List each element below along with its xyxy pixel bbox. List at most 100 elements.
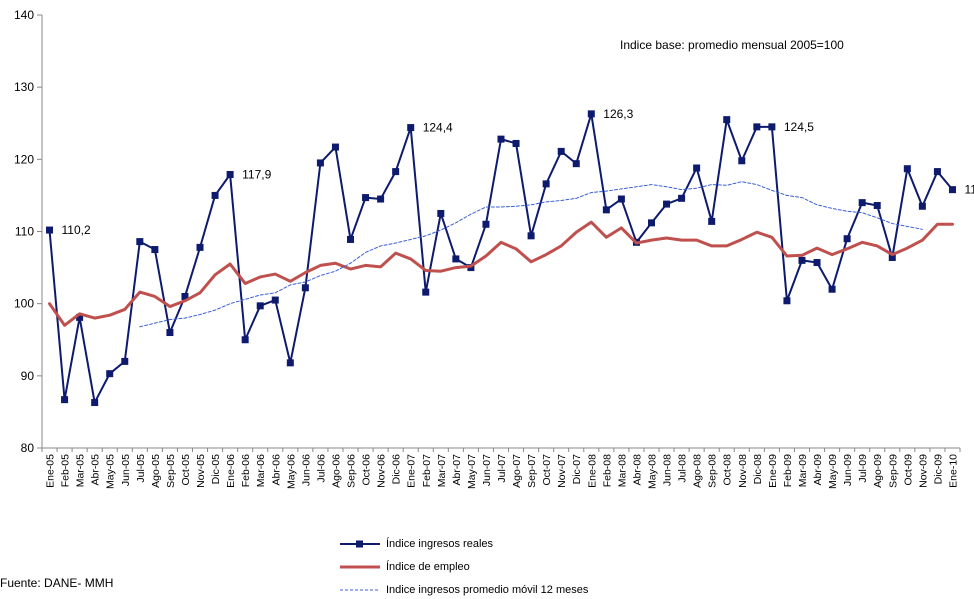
x-tick-label: Oct-05 (180, 454, 192, 486)
x-tick-label: Nov-07 (556, 454, 568, 488)
series-ingresos-reales-marker (271, 296, 279, 304)
series-ingresos-reales-marker (46, 226, 54, 234)
x-tick-label: Abr-08 (631, 454, 643, 486)
series-ingresos-reales-marker (181, 292, 189, 300)
x-tick-label: Jun-05 (120, 454, 132, 486)
series-ingresos-reales-marker (497, 135, 505, 143)
series-ingresos-reales-marker (362, 194, 370, 202)
series-ingresos-reales-marker (813, 259, 821, 267)
data-label: 110,2 (62, 223, 91, 237)
x-tick-label: Jul-06 (315, 454, 327, 483)
x-tick-label: Jul-09 (857, 454, 869, 483)
series-ingresos-reales-marker (948, 186, 956, 194)
legend-label-promedio-movil: Indice ingresos promedio móvil 12 meses (386, 584, 589, 596)
series-ingresos-reales-marker (903, 165, 911, 173)
series-ingresos-reales-marker (587, 110, 595, 118)
x-tick-label: Feb-09 (782, 454, 794, 487)
x-tick-label: Sep-07 (526, 454, 538, 488)
series-ingresos-reales-marker (347, 235, 355, 243)
series-ingresos-reales-marker (437, 209, 445, 217)
series-ingresos-reales-marker (316, 159, 324, 167)
x-tick-label: Ago-06 (330, 454, 342, 488)
series-ingresos-reales-marker (407, 124, 415, 132)
series-ingresos-reales-marker (647, 219, 655, 227)
y-tick-label: 110 (15, 225, 34, 239)
x-tick-label: Mar-05 (75, 454, 87, 487)
x-tick-label: Nov-05 (195, 454, 207, 488)
x-tick-label: Nov-08 (737, 454, 749, 488)
series-ingresos-reales-marker (557, 147, 565, 155)
data-label: 124,4 (423, 121, 453, 135)
series-ingresos-reales-marker (617, 195, 625, 203)
series-ingresos-reales-marker (166, 329, 174, 337)
x-tick-label: Oct-06 (361, 454, 373, 486)
y-tick-label: 90 (21, 369, 35, 383)
chart-note: Indice base: promedio mensual 2005=100 (620, 38, 844, 52)
x-tick-label: Dic-06 (391, 454, 403, 485)
x-tick-label: Feb-07 (421, 454, 433, 487)
series-ingresos-reales-marker (331, 143, 339, 151)
series-ingresos-reales-marker (482, 220, 490, 228)
series-ingresos-reales-marker (226, 170, 234, 178)
x-tick-label: Jun-06 (300, 454, 312, 486)
x-tick-label: Oct-07 (541, 454, 553, 486)
legend-swatch-empleo (340, 565, 380, 569)
series-ingresos-reales-line (48, 112, 954, 404)
series-ingresos-reales-marker (136, 238, 144, 246)
x-tick-label: Jul-08 (677, 454, 689, 483)
series-ingresos-reales-marker (753, 123, 761, 131)
x-tick-label: Ene-09 (767, 454, 779, 488)
series-ingresos-reales-marker (858, 199, 866, 207)
x-tick-label: Abr-07 (451, 454, 463, 486)
x-tick-label: Abr-09 (812, 454, 824, 486)
x-tick-label: Ene-05 (45, 454, 57, 488)
legend-swatch-ingresos (340, 540, 380, 548)
series-ingresos-reales-marker (933, 168, 941, 176)
series-ingresos-reales-marker (843, 235, 851, 243)
y-tick-label: 130 (14, 80, 34, 94)
series-ingresos-reales-marker (61, 396, 69, 404)
x-tick-label: Mar-07 (436, 454, 448, 487)
legend-swatch-promedio-movil (340, 589, 380, 591)
x-tick-label: May-05 (105, 454, 117, 489)
series-ingresos-reales-marker (602, 206, 610, 214)
x-tick-label: Ene-08 (586, 454, 598, 488)
series-promedio-movil-line (139, 181, 923, 328)
x-tick-label: Nov-06 (376, 454, 388, 488)
series-ingresos-reales-marker (828, 285, 836, 293)
series-ingresos-reales-marker (196, 243, 204, 251)
series-ingresos-reales-marker (286, 359, 294, 367)
series-ingresos-reales-marker (422, 288, 430, 296)
x-tick-label: Abr-06 (270, 454, 282, 486)
series-ingresos-reales-marker (452, 255, 460, 263)
x-tick-label: Mar-06 (255, 454, 267, 487)
x-tick-label: Jul-05 (135, 454, 147, 483)
series-ingresos-reales-marker (527, 232, 535, 240)
x-tick-label: Feb-08 (601, 454, 613, 487)
x-tick-label: Oct-09 (902, 454, 914, 486)
series-ingresos-reales-marker (888, 253, 896, 261)
legend-item-promedio-movil: Indice ingresos promedio móvil 12 meses (340, 584, 588, 596)
x-tick-label: Ene-10 (947, 454, 959, 488)
x-tick-label: May-06 (285, 454, 297, 489)
x-tick-label: Mar-08 (616, 454, 628, 487)
series-ingresos-reales-marker (241, 336, 249, 344)
y-tick-label: 80 (21, 441, 35, 455)
x-tick-label: Jun-08 (662, 454, 674, 486)
series-ingresos-reales-marker (918, 202, 926, 210)
x-tick-label: Ago-07 (511, 454, 523, 488)
series-ingresos-reales-marker (798, 256, 806, 264)
series-ingresos-reales-marker (873, 202, 881, 210)
series-ingresos-reales-marker (768, 123, 776, 131)
x-tick-label: Ene-06 (225, 454, 237, 488)
x-tick-label: Feb-06 (240, 454, 252, 487)
series-ingresos-reales-marker (106, 370, 114, 378)
series-ingresos-reales-marker (678, 194, 686, 202)
x-tick-label: Ago-05 (150, 454, 162, 488)
x-tick-label: Jun-09 (842, 454, 854, 486)
x-tick-label: Sep-05 (165, 454, 177, 488)
x-tick-label: Ago-08 (692, 454, 704, 488)
source-note: Fuente: DANE- MMH (0, 576, 114, 590)
series-ingresos-reales-marker (211, 191, 219, 199)
